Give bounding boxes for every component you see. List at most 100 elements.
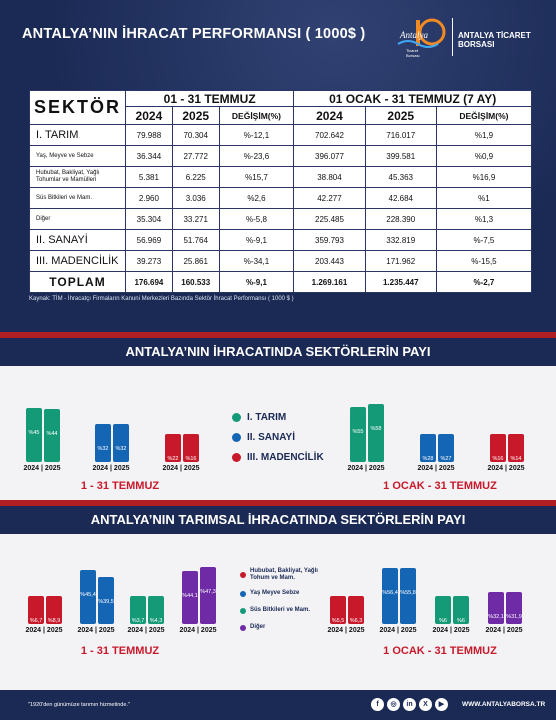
- cell: 176.694: [125, 271, 173, 293]
- total-label: TOPLAM: [29, 271, 126, 293]
- year-label: 2024 | 2025: [347, 465, 385, 472]
- chart-bar: %44,1: [182, 571, 198, 624]
- chart-bar: %5,5: [330, 596, 346, 624]
- cell: %16,9: [435, 166, 533, 188]
- section2-caption-left: 1 - 31 TEMMUZ: [80, 645, 160, 657]
- bar-value-label: %6: [439, 618, 447, 624]
- cell: 70.304: [171, 124, 220, 146]
- legend-item: II. SANAYİ: [232, 432, 295, 443]
- year-label: 2024 | 2025: [485, 627, 523, 634]
- col-change: DEĞİŞİM(%): [435, 106, 533, 125]
- legend-dot: [240, 590, 246, 597]
- legend-item: Diğer: [240, 624, 265, 631]
- red-stripe: [0, 332, 556, 338]
- chart-bar: %6: [453, 596, 469, 624]
- youtube-icon[interactable]: ▶: [435, 698, 448, 711]
- cell: %1: [435, 187, 533, 209]
- col-2025: 2025: [171, 106, 220, 125]
- year-label: 2024 | 2025: [432, 627, 470, 634]
- legend-item: I. TARIM: [232, 412, 286, 423]
- cell: 228.390: [364, 208, 437, 230]
- bar-value-label: %31,9: [506, 614, 522, 621]
- year-label: 2024 | 2025: [23, 465, 61, 472]
- legend-dot: [232, 413, 241, 422]
- bar-value-label: %55: [352, 429, 364, 435]
- cell: %-23,6: [218, 145, 295, 167]
- bar-value-label: %3,7: [131, 618, 145, 624]
- cell: 6.225: [171, 166, 220, 188]
- chart-bar: %55,8: [400, 568, 416, 624]
- bar-value-label: %6,7: [29, 618, 43, 624]
- legend-label: II. SANAYİ: [247, 432, 295, 443]
- bar-value-label: %27: [440, 456, 452, 462]
- row-name: I. TARIM: [29, 124, 126, 146]
- svg-text:Ticaret: Ticaret: [406, 48, 419, 53]
- chart-bar: %28: [420, 434, 436, 462]
- cell: 225.485: [293, 208, 366, 230]
- cell: %2,6: [218, 187, 295, 209]
- row-name: II. SANAYİ: [29, 229, 126, 251]
- bar-value-label: %39,5: [98, 598, 114, 605]
- legend-label: Diğer: [250, 624, 266, 630]
- header-panel: ANTALYA’NIN İHRACAT PERFORMANSI ( 1000$ …: [0, 0, 556, 338]
- cell: %1,9: [435, 124, 533, 146]
- chart-bar: %8,9: [46, 596, 62, 624]
- bar-value-label: %8,9: [47, 618, 61, 624]
- chart-bar: %56,4: [382, 567, 398, 624]
- legend-dot: [240, 624, 246, 631]
- footer-slogan: "1920'den günümüze tarımın hizmetinde.": [28, 702, 130, 708]
- legend-label: Süs Bitkileri ve Mam.: [250, 607, 311, 613]
- facebook-icon[interactable]: f: [371, 698, 384, 711]
- cell: 51.764: [171, 229, 220, 251]
- website-link[interactable]: WWW.ANTALYABORSA.TR: [462, 701, 546, 708]
- cell: 160.533: [171, 271, 220, 293]
- instagram-icon[interactable]: ◎: [387, 698, 400, 711]
- cell: 1.235.447: [364, 271, 437, 293]
- section1-caption-left: 1 - 31 TEMMUZ: [80, 480, 160, 492]
- cell: %-7,5: [435, 229, 533, 251]
- linkedin-icon[interactable]: in: [403, 698, 416, 711]
- section2-caption-right: 1 OCAK - 31 TEMMUZ: [383, 645, 497, 657]
- cell: 45.363: [364, 166, 437, 188]
- chart-bar: %47,3: [200, 567, 216, 624]
- bar-value-label: %4,3: [149, 618, 163, 624]
- table-row: Hububat, Bakliyat, Yağlı Tohumlar ve Mam…: [29, 166, 533, 188]
- bar-value-label: %6: [457, 618, 465, 624]
- table-row: I. TARIM 79.988 70.304 %-12,1 702.642 71…: [29, 124, 533, 146]
- cell: %1,3: [435, 208, 533, 230]
- section1-caption-right: 1 OCAK - 31 TEMMUZ: [383, 480, 497, 492]
- logo-divider: [452, 18, 453, 56]
- cell: 3.036: [171, 187, 220, 209]
- table-row: II. SANAYİ 56.969 51.764 %-9,1 359.793 3…: [29, 229, 533, 251]
- cell: 396.077: [293, 145, 366, 167]
- table-header-row: SEKTÖR 01 - 31 TEMMUZ 01 OCAK - 31 TEMMU…: [29, 90, 532, 125]
- chart-bar: %45,4: [80, 569, 96, 624]
- x-icon[interactable]: X: [419, 698, 432, 711]
- org-name: ANTALYA TİCARET BORSASI: [458, 31, 531, 49]
- table-row: Diğer 35.304 33.271 %-5,8 225.485 228.39…: [29, 208, 533, 230]
- chart-bar: %6,7: [28, 596, 44, 624]
- cell: %15,7: [218, 166, 295, 188]
- bar-value-label: %44,1: [182, 593, 198, 600]
- cell: %-5,8: [218, 208, 295, 230]
- cell: 35.304: [125, 208, 173, 230]
- cell: 5.381: [125, 166, 173, 188]
- svg-text:Borsası: Borsası: [406, 53, 420, 58]
- chart-bar: %16: [490, 434, 506, 462]
- svg-text:Antalya: Antalya: [399, 30, 428, 40]
- year-label: 2024 | 2025: [327, 627, 365, 634]
- bar-value-label: %32,1: [488, 613, 504, 620]
- bar-value-label: %22: [167, 456, 179, 462]
- source-note: Kaynak: TİM - İhracatçı Firmaların Kanun…: [29, 296, 294, 302]
- cell: 42.277: [293, 187, 366, 209]
- cell: 33.271: [171, 208, 220, 230]
- legend-label: I. TARIM: [247, 412, 287, 423]
- col-2025: 2025: [364, 106, 437, 125]
- bar-value-label: %56,4: [382, 589, 398, 596]
- bar-value-label: %45: [28, 430, 40, 436]
- chart-bar: %6,3: [348, 596, 364, 624]
- table-row: Süs Bitkileri ve Mam. 2.960 3.036 %2,6 4…: [29, 187, 533, 209]
- bar-value-label: %45,4: [80, 591, 96, 598]
- cell: 42.684: [364, 187, 437, 209]
- table-row: III. MADENCİLİK 39.273 25.861 %-34,1 203…: [29, 250, 533, 272]
